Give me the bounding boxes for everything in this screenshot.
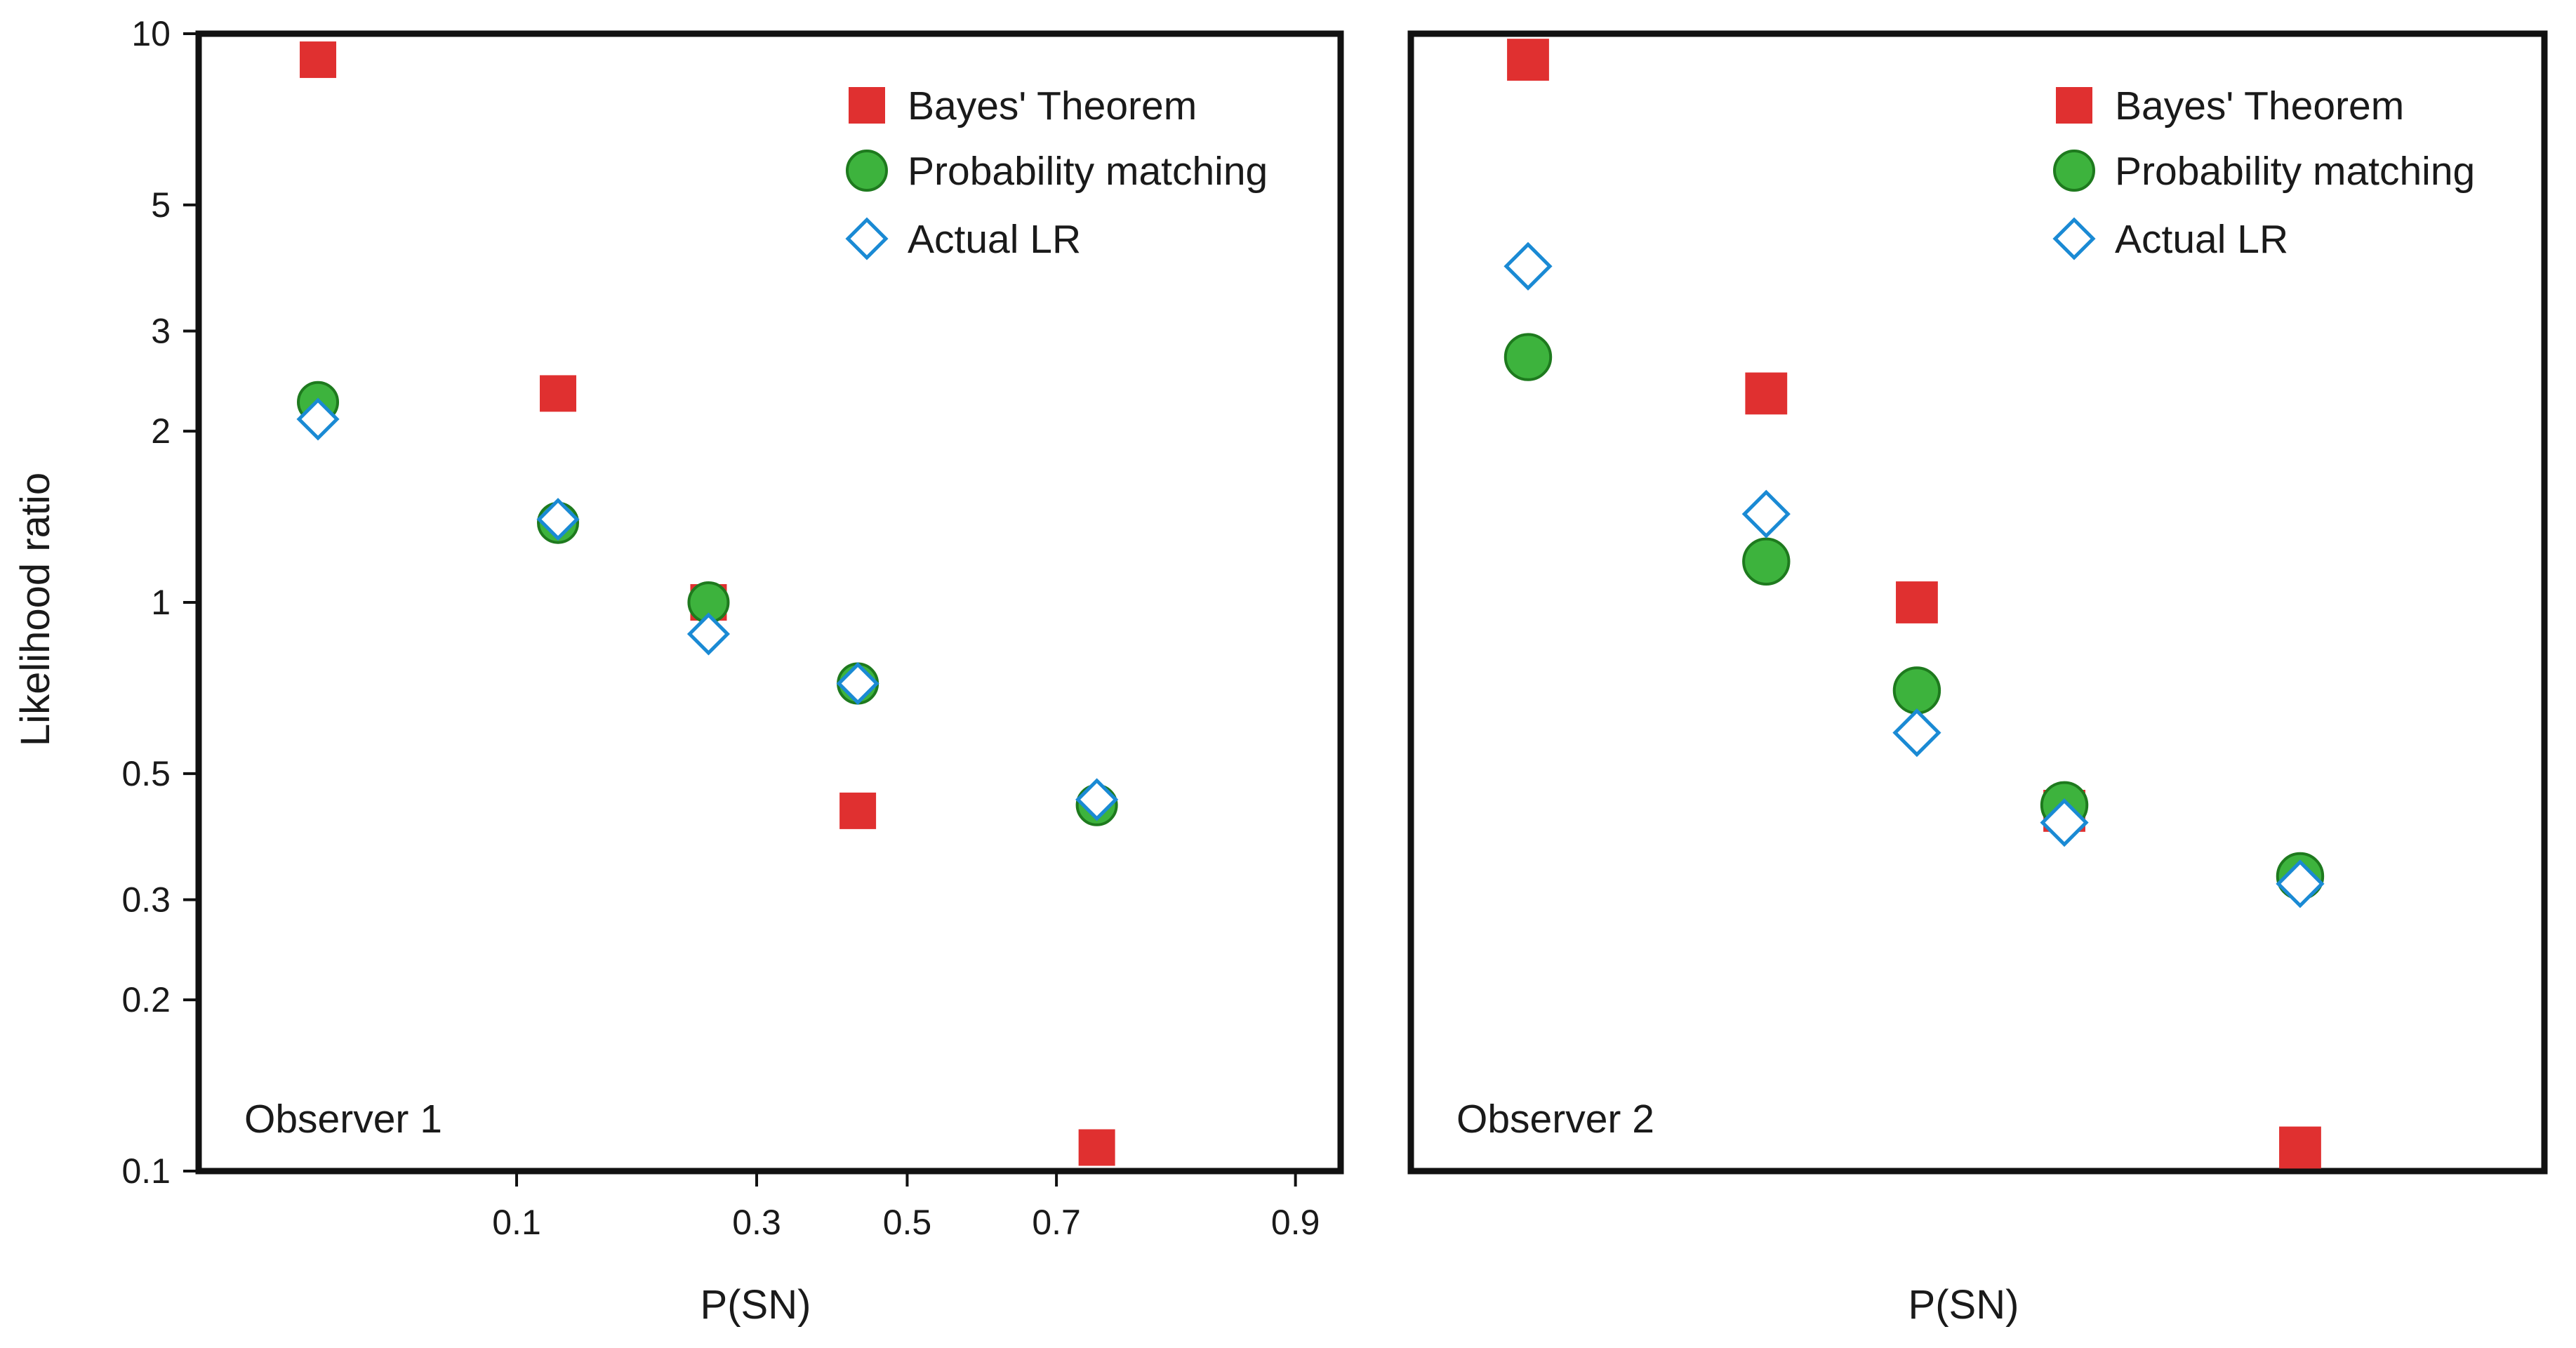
data-point-bayes bbox=[1745, 372, 1788, 415]
series-actual bbox=[1503, 242, 2325, 908]
x-axis-title: P(SN) bbox=[1908, 1282, 2019, 1328]
legend-entry-bayes: Bayes' Theorem bbox=[849, 84, 1197, 128]
data-point-actual-lr bbox=[845, 217, 889, 260]
legend-entry-matching: Probability matching bbox=[2053, 149, 2475, 194]
data-point-actual-lr bbox=[1892, 708, 1941, 758]
panel-title: Observer 1 bbox=[244, 1097, 442, 1142]
series-bayes bbox=[1507, 39, 2321, 1169]
legend-label: Probability matching bbox=[2115, 149, 2475, 194]
series-matching bbox=[297, 381, 1118, 826]
plot-frame bbox=[1407, 30, 2548, 1175]
data-point-bayes bbox=[849, 87, 885, 124]
legend-entry-matching: Probability matching bbox=[846, 149, 1268, 194]
data-point-probability-matching bbox=[846, 150, 888, 192]
data-point-actual-lr bbox=[2052, 217, 2096, 260]
data-point-bayes bbox=[300, 41, 337, 79]
data-point-bayes bbox=[1896, 581, 1938, 623]
data-point-actual-lr bbox=[2040, 798, 2089, 847]
data-point-probability-matching bbox=[1742, 537, 1791, 586]
data-point-actual-lr bbox=[2276, 859, 2325, 908]
data-point-bayes bbox=[540, 375, 577, 412]
x-tick-label: 0.3 bbox=[732, 1203, 781, 1242]
data-point-actual-lr bbox=[686, 612, 730, 656]
legend-label: Probability matching bbox=[908, 149, 1268, 194]
data-point-bayes bbox=[2056, 87, 2092, 124]
data-point-actual-lr bbox=[1075, 778, 1119, 821]
x-axis-title: P(SN) bbox=[701, 1282, 811, 1328]
plot-frame bbox=[195, 30, 1344, 1175]
x-tick-label: 0.1 bbox=[492, 1203, 541, 1242]
data-point-actual-lr bbox=[1503, 242, 1553, 291]
y-tick-label: 0.2 bbox=[121, 980, 171, 1019]
data-point-actual-lr bbox=[536, 498, 580, 541]
data-point-probability-matching bbox=[1892, 666, 1941, 715]
y-tick-label: 0.1 bbox=[121, 1151, 171, 1191]
legend-label: Actual LR bbox=[908, 217, 1081, 262]
panel-observer-1: 0.1 0.2 0.3 0.5 1 2 3 5 10 0.1 0.3 0.5 0.7 0.9 P(SN) Ob… bbox=[121, 14, 1344, 1328]
y-tick-label: 2 bbox=[151, 411, 171, 451]
data-point-actual-lr bbox=[296, 397, 340, 441]
x-tick-label: 0.9 bbox=[1271, 1203, 1320, 1242]
x-tick-label: 0.5 bbox=[883, 1203, 932, 1242]
data-point-bayes bbox=[1078, 1129, 1115, 1166]
data-point-probability-matching bbox=[1503, 333, 1553, 381]
data-point-bayes bbox=[1507, 39, 1549, 81]
data-point-bayes bbox=[839, 792, 877, 829]
data-point-probability-matching bbox=[2053, 150, 2095, 192]
panel-title: Observer 2 bbox=[1456, 1097, 1654, 1142]
y-tick-label: 5 bbox=[151, 185, 171, 225]
y-tick-label: 10 bbox=[131, 14, 171, 53]
y-tick-label: 0.3 bbox=[121, 880, 171, 920]
y-tick-label: 3 bbox=[151, 312, 171, 351]
legend-label: Actual LR bbox=[2115, 217, 2288, 262]
data-point-bayes bbox=[2279, 1126, 2321, 1169]
y-tick-label: 0.5 bbox=[121, 754, 171, 793]
data-point-actual-lr bbox=[836, 662, 879, 706]
y-tick-label: 1 bbox=[151, 583, 171, 622]
x-tick-label: 0.7 bbox=[1032, 1203, 1081, 1242]
legend-entry-bayes: Bayes' Theorem bbox=[2056, 84, 2404, 128]
legend-label: Bayes' Theorem bbox=[908, 84, 1197, 128]
series-actual bbox=[296, 397, 1119, 821]
data-point-actual-lr bbox=[1741, 489, 1791, 538]
y-axis-title: Likelihood ratio bbox=[13, 473, 58, 746]
legend-label: Bayes' Theorem bbox=[2115, 84, 2404, 128]
legend-entry-actual: Actual LR bbox=[845, 217, 1081, 262]
legend-entry-actual: Actual LR bbox=[2052, 217, 2288, 262]
